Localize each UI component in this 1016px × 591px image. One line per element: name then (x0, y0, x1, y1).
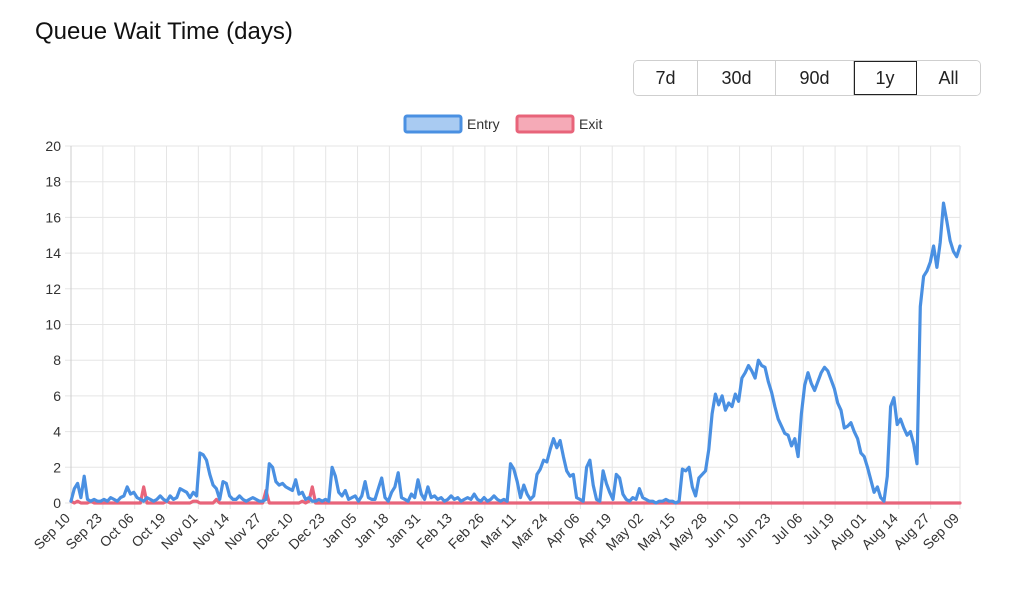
chart-series (69, 201, 962, 505)
page-title: Queue Wait Time (days) (35, 18, 293, 45)
x-tick-label: Jun 23 (733, 510, 774, 551)
x-tick-label: Jan 18 (350, 510, 391, 551)
range-30d-button[interactable]: 30d (698, 61, 776, 95)
y-tick-label: 20 (45, 138, 61, 154)
y-tick-label: 2 (53, 459, 61, 475)
range-1y-button[interactable]: 1y (854, 61, 917, 95)
x-tick-label: Jun 10 (701, 510, 742, 551)
range-all-button[interactable]: All (917, 61, 980, 95)
series-line-entry[interactable] (69, 201, 962, 505)
y-tick-label: 4 (53, 424, 61, 440)
y-tick-label: 14 (45, 245, 61, 261)
x-tick-label: Jul 06 (768, 510, 806, 548)
range-90d-button[interactable]: 90d (776, 61, 854, 95)
y-tick-label: 18 (45, 174, 61, 190)
y-tick-label: 0 (53, 495, 61, 511)
series-line-exit[interactable] (69, 485, 962, 505)
legend-swatch-entry[interactable] (403, 114, 463, 134)
y-tick-label: 8 (53, 352, 61, 368)
y-tick-label: 10 (45, 317, 61, 333)
chart-legend: Entry Exit (403, 114, 602, 134)
x-tick-label: Dec 23 (285, 510, 328, 553)
legend-label-entry[interactable]: Entry (467, 116, 500, 132)
x-tick-label: Feb 26 (445, 510, 487, 552)
x-tick-label: Apr 06 (542, 510, 583, 551)
range-7d-button[interactable]: 7d (634, 61, 698, 95)
x-tick-label: Mar 24 (509, 510, 551, 552)
legend-label-exit[interactable]: Exit (579, 116, 602, 132)
y-tick-label: 16 (45, 209, 61, 225)
legend-swatch-exit[interactable] (515, 114, 575, 134)
x-tick-label: Oct 06 (96, 510, 137, 551)
y-tick-label: 6 (53, 388, 61, 404)
y-tick-label: 12 (45, 281, 61, 297)
x-tick-label: Jan 05 (319, 510, 360, 551)
time-range-selector: 7d 30d 90d 1y All (633, 60, 981, 96)
x-tick-label: Sep 23 (62, 510, 105, 553)
